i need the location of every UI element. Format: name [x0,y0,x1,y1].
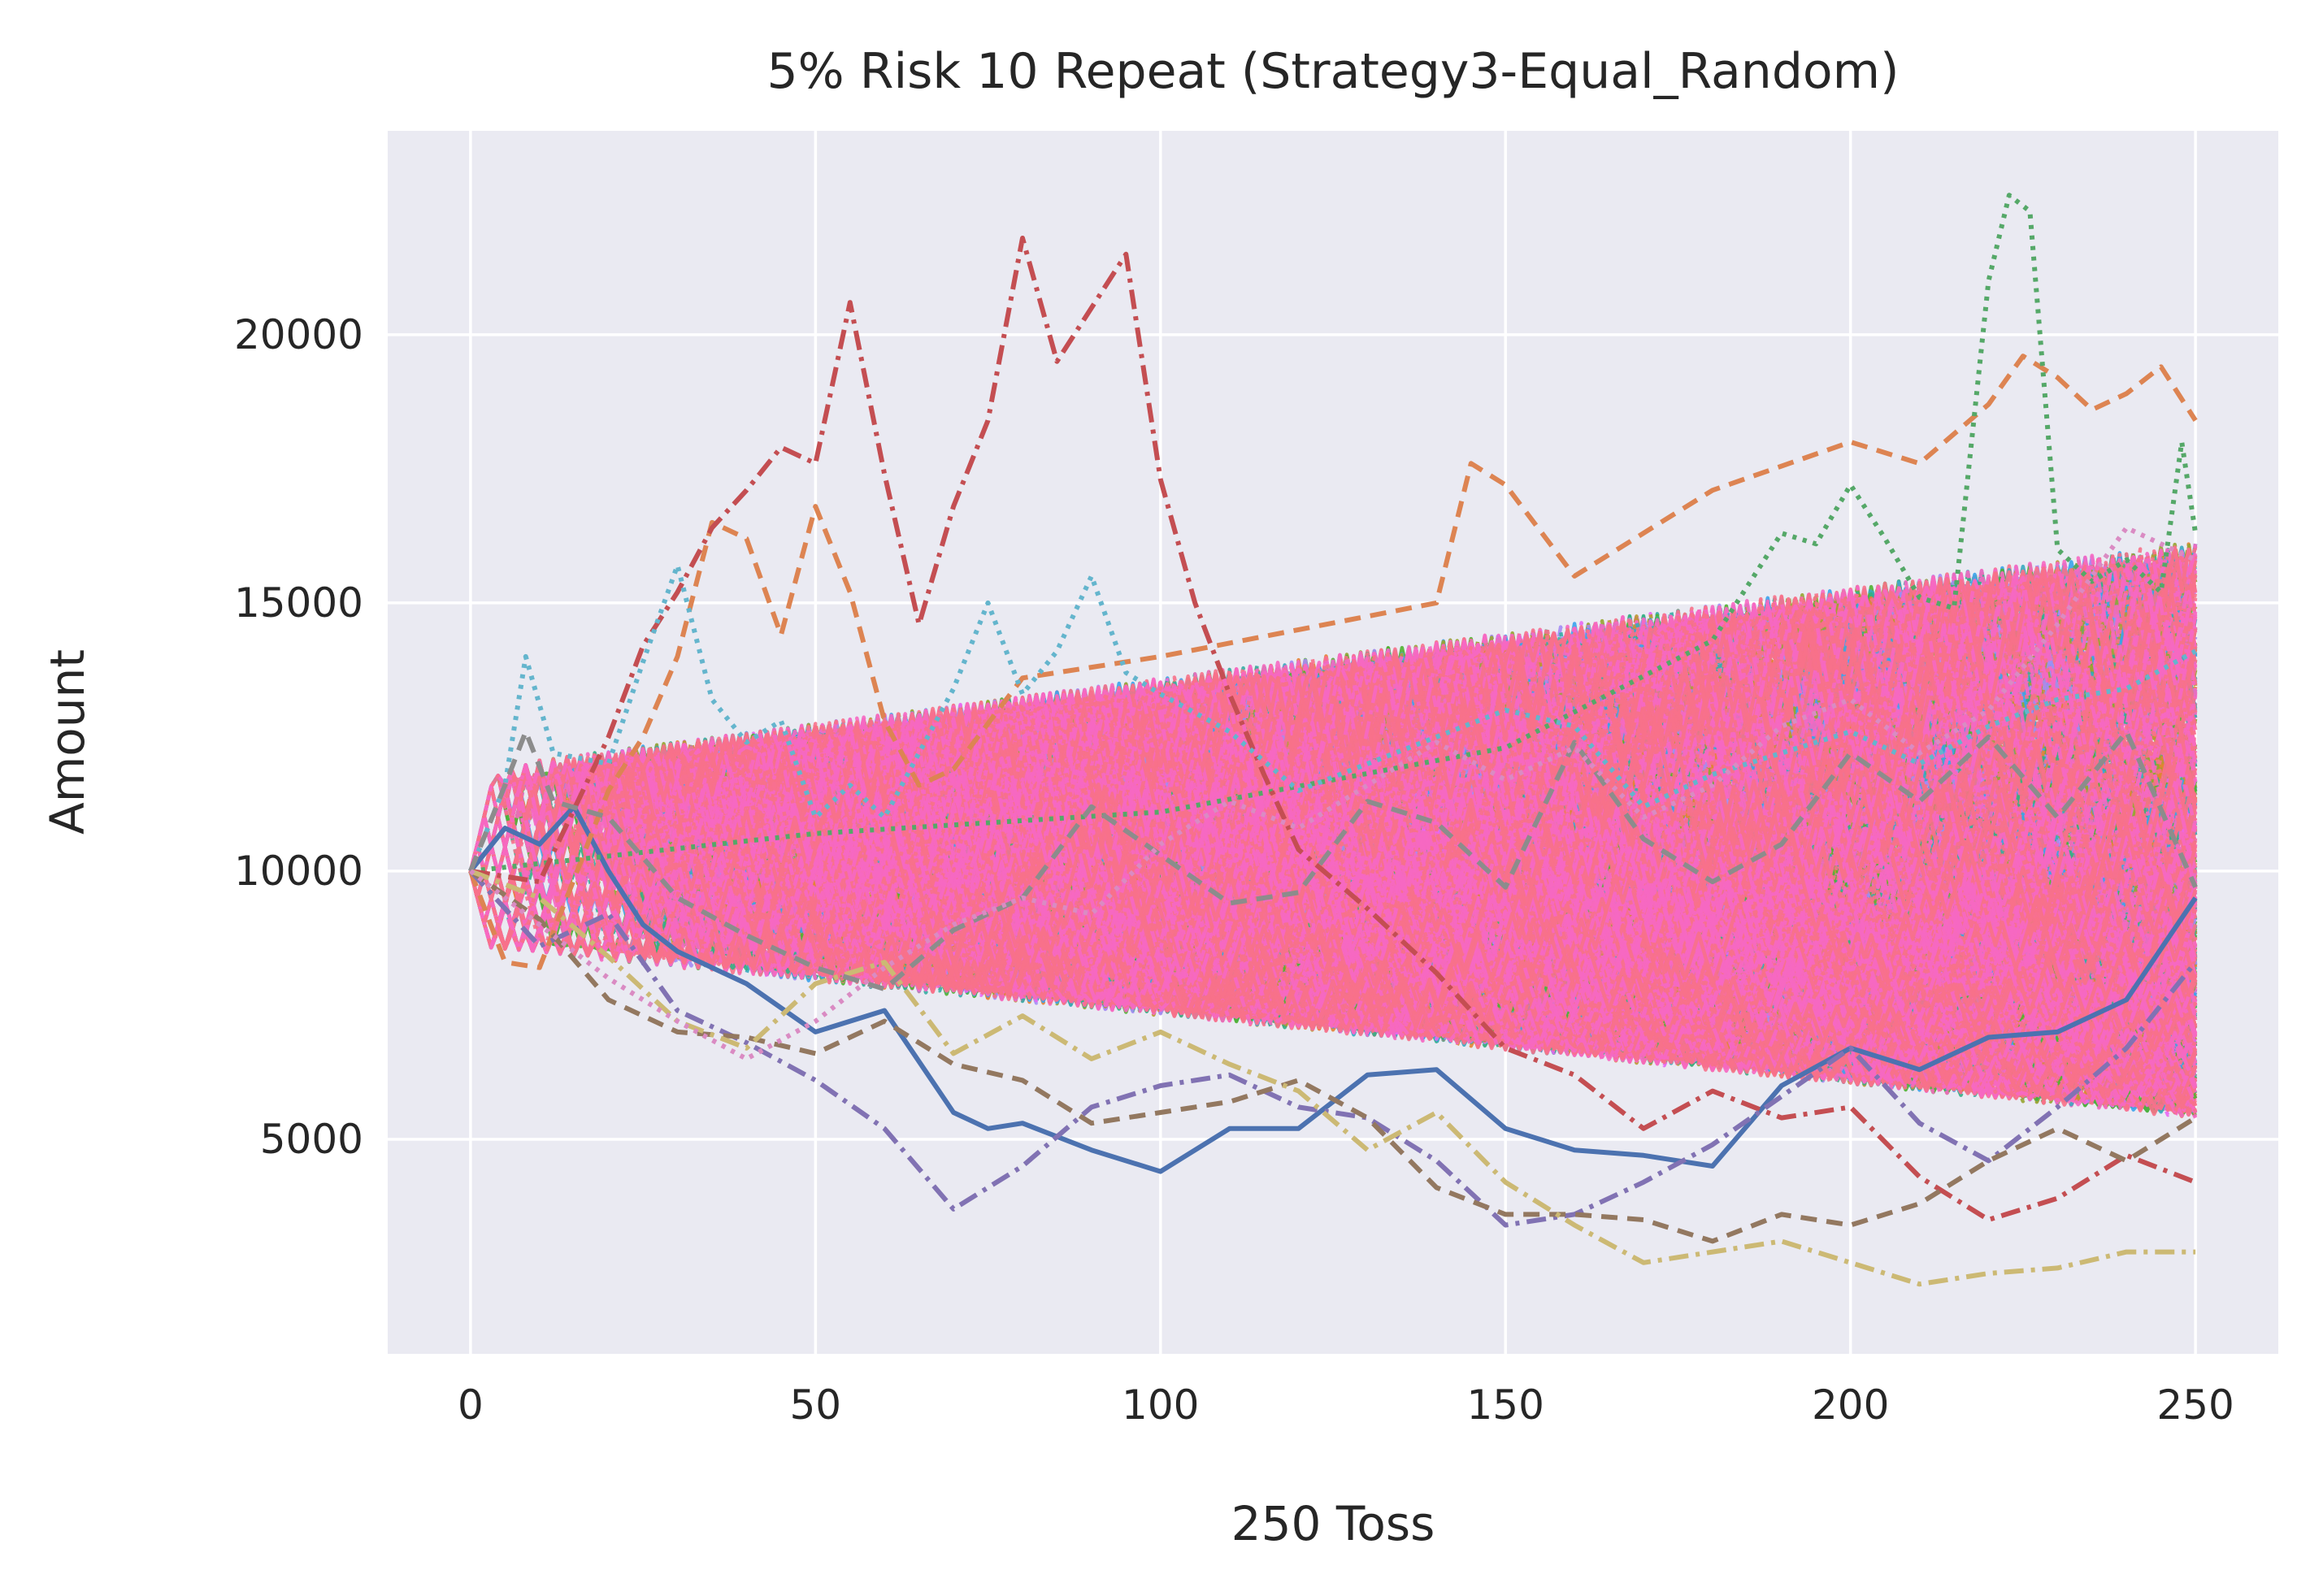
x-axis-label: 250 Toss [1231,1496,1435,1551]
series-line [469,869,2196,1287]
random-walk-line [468,628,2198,1039]
series-line [468,869,2198,1228]
random-walk-line [468,753,2198,1081]
simulation-band [468,541,2198,1119]
random-walk-line [468,806,2198,1108]
series-line [468,729,2198,992]
chart-title: 5% Risk 10 Repeat (Strategy3-Equal_Rando… [767,43,1900,100]
random-walk-line [468,678,2198,1090]
random-walk-line [468,683,2198,1077]
series-line [468,353,2198,970]
random-walk-line [468,724,2198,1095]
random-walk-line [468,687,2198,1104]
series-line [468,804,2198,1174]
x-tick-label: 100 [1122,1381,1199,1429]
x-tick-label: 50 [790,1381,842,1429]
series-line [470,236,2197,1222]
random-walk-line [468,575,2198,961]
random-walk-line [468,732,2198,1048]
random-walk-line [468,570,2198,985]
random-walk-line [468,685,2198,983]
x-axis-ticks: 0 50 100 150 200 250 [458,1381,2234,1429]
x-tick-label: 250 [2156,1381,2234,1429]
y-tick-label: 15000 [234,579,363,627]
series-line [470,193,2199,874]
random-walk-line [468,601,2198,987]
y-axis-ticks: 5000 10000 15000 20000 [234,311,363,1163]
series-line [468,562,2197,873]
highlighted-series [468,193,2199,1287]
x-tick-label: 0 [458,1381,484,1429]
y-tick-label: 20000 [234,311,363,358]
random-walk-line [468,727,2198,1095]
y-tick-label: 5000 [260,1116,363,1163]
y-tick-label: 10000 [234,848,363,895]
random-walk-line [468,552,2198,947]
random-walk-line [468,700,2198,1078]
y-axis-label: Amount [40,649,95,835]
x-tick-label: 200 [1812,1381,1889,1429]
random-walk-line [468,596,2198,964]
random-walk-line [468,606,2198,1058]
random-walk-line [468,678,2198,1087]
x-tick-label: 150 [1467,1381,1544,1429]
